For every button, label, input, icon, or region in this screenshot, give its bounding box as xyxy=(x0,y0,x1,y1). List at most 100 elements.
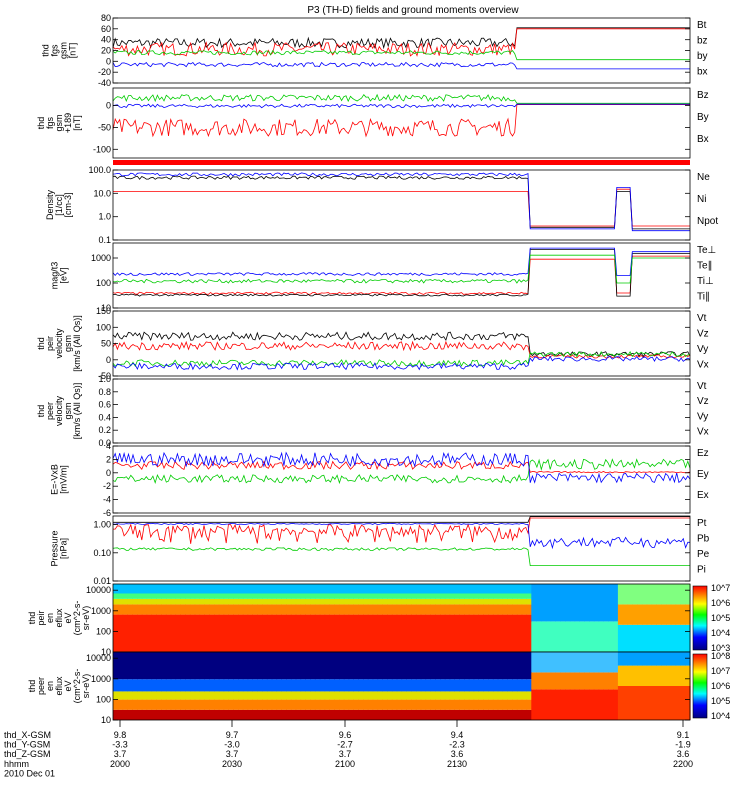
spectrogram-cell xyxy=(334,604,340,615)
spectrogram-cell xyxy=(603,652,609,673)
series-Pi xyxy=(112,522,690,550)
spectrogram-cell xyxy=(117,593,124,599)
spectrogram-cell xyxy=(247,699,253,710)
spectrogram-cell xyxy=(266,614,273,652)
spectrogram-cell xyxy=(343,593,350,599)
spectrogram-cell xyxy=(113,599,119,605)
spectrogram-cell xyxy=(334,699,340,710)
spectrogram-cell xyxy=(685,584,691,605)
spectrogram-cell xyxy=(608,621,614,652)
spectrogram-cell xyxy=(401,614,407,652)
y-tick-label: 1000 xyxy=(91,253,111,263)
legend-vel-3: Vx xyxy=(697,359,709,370)
spectrogram-cell xyxy=(314,699,321,710)
y-tick-label: -20 xyxy=(98,67,111,77)
spectrogram-cell xyxy=(281,699,287,710)
spectrogram-cell xyxy=(377,614,383,652)
spectrogram-cell xyxy=(281,709,287,720)
spectrogram-cell xyxy=(151,709,157,720)
spectrogram-cell xyxy=(295,679,302,692)
spectrogram-cell xyxy=(464,593,470,599)
spectrogram-cell xyxy=(199,614,205,652)
y-axis-label: en xyxy=(45,613,55,623)
spectrogram-cell xyxy=(680,624,686,652)
spectrogram-cell xyxy=(286,593,292,599)
spectrogram-cell xyxy=(363,699,369,710)
spectrogram-cell xyxy=(122,652,128,680)
spectrogram-cell xyxy=(555,689,561,720)
spectrogram-cell xyxy=(319,709,326,720)
spectrogram-cell xyxy=(435,709,441,720)
spectrogram-cell xyxy=(593,584,600,622)
spectrogram-cell xyxy=(401,652,407,680)
series-Bx xyxy=(112,103,690,109)
spectrogram-cell xyxy=(613,672,619,690)
spectrogram-cell xyxy=(156,709,162,720)
x-tick-label: -1.9 xyxy=(675,740,691,750)
spectrogram-cell xyxy=(276,699,282,710)
spectrogram-cell xyxy=(459,679,465,692)
spectrogram-cell xyxy=(656,624,662,652)
spectrogram-cell xyxy=(290,709,297,720)
spectrogram-cell xyxy=(488,709,494,720)
spectrogram-cell xyxy=(512,709,518,720)
spectrogram-cell xyxy=(218,691,225,700)
panel-frame xyxy=(112,651,691,721)
spectrogram-cell xyxy=(497,584,504,594)
spectrogram-cell xyxy=(218,679,225,692)
spectrogram-cell xyxy=(435,699,441,710)
spectrogram-cell xyxy=(175,652,181,680)
spectrogram-cell xyxy=(189,699,196,710)
spectrogram-cell xyxy=(502,584,508,594)
spectrogram-cell xyxy=(146,652,153,680)
y-tick-label: 60 xyxy=(101,24,111,34)
spectrogram-cell xyxy=(137,679,143,692)
spectrogram-cell xyxy=(367,593,374,599)
spectrogram-cell xyxy=(680,604,686,625)
spectrogram-cell xyxy=(444,652,451,680)
spectrogram-cell xyxy=(238,691,244,700)
spectrogram-cell xyxy=(411,691,417,700)
spectrogram-cell xyxy=(507,604,513,615)
spectrogram-cell xyxy=(214,604,220,615)
spectrogram-cell xyxy=(545,652,552,673)
spectrogram-cell xyxy=(516,709,523,720)
spectrogram-cell xyxy=(646,665,653,686)
spectrogram-cell xyxy=(343,584,350,594)
spectrogram-cell xyxy=(382,699,388,710)
spectrogram-cell xyxy=(175,599,181,605)
spectrogram-cell xyxy=(661,665,667,686)
y-axis-label: [km/s (All Qs)] xyxy=(72,315,82,372)
spectrogram-cell xyxy=(180,584,186,594)
spectrogram-cell xyxy=(565,584,571,622)
spectrogram-cell xyxy=(391,699,398,710)
series-Tiperp xyxy=(112,247,690,277)
spectrogram-cell xyxy=(613,584,619,622)
panel-frame xyxy=(112,242,691,309)
spectrogram-cell xyxy=(680,686,686,720)
spectrogram-cell xyxy=(132,604,138,615)
spectrogram-cell xyxy=(540,584,547,622)
spectrogram-cell xyxy=(314,679,321,692)
spectrogram-cell xyxy=(117,614,124,652)
spectrogram-cell xyxy=(656,584,662,605)
spectrogram-cell xyxy=(199,652,205,680)
spectrogram-cell xyxy=(324,679,330,692)
spectrogram-cell xyxy=(372,652,379,680)
spectrogram-cell xyxy=(262,679,268,692)
spectrogram-cell xyxy=(204,593,210,599)
spectrogram-cell xyxy=(622,686,629,720)
spectrogram-cell xyxy=(617,624,624,652)
colorbar-tick-label: 10^4 xyxy=(711,711,730,721)
spectrogram-cell xyxy=(507,709,513,720)
x-tick-label: 3.7 xyxy=(226,749,239,759)
spectrogram-cell xyxy=(430,599,436,605)
spectrogram-cell xyxy=(396,699,403,710)
spectrogram-cell xyxy=(632,665,638,686)
spectrogram-cell xyxy=(295,614,302,652)
spectrogram-cell xyxy=(372,709,379,720)
spectrogram-cell xyxy=(242,652,249,680)
spectrogram-cell xyxy=(478,614,484,652)
spectrogram-cell xyxy=(165,599,172,605)
spectrogram-cell xyxy=(536,689,542,720)
